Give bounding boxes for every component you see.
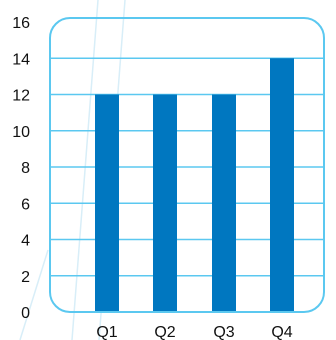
x-tick-label: Q3 <box>213 324 234 340</box>
background-stroke <box>71 0 99 340</box>
y-tick-label: 4 <box>21 233 30 250</box>
y-tick-label: 12 <box>12 88 30 105</box>
x-tick-label: Q4 <box>271 324 292 340</box>
x-tick-label: Q1 <box>96 324 117 340</box>
bar-q1 <box>95 94 119 312</box>
background-stroke <box>19 249 49 340</box>
x-tick-label: Q2 <box>154 324 175 340</box>
x-axis-tick-labels: Q1 Q2 Q3 Q4 <box>96 324 292 340</box>
bars <box>95 58 294 312</box>
y-tick-label: 10 <box>12 124 30 141</box>
plot-frame-border <box>49 17 325 313</box>
y-tick-label: 0 <box>21 305 30 322</box>
y-tick-label: 16 <box>12 15 30 32</box>
y-tick-label: 6 <box>21 196 30 213</box>
y-tick-label: 8 <box>21 160 30 177</box>
y-axis-tick-labels: 0 2 4 6 8 10 12 14 16 <box>12 15 30 322</box>
plot-frame <box>49 17 325 313</box>
bar-q4 <box>270 58 294 312</box>
bar-q2 <box>153 94 177 312</box>
y-tick-label: 14 <box>12 51 30 68</box>
y-tick-label: 2 <box>21 269 30 286</box>
bar-q3 <box>212 94 236 312</box>
